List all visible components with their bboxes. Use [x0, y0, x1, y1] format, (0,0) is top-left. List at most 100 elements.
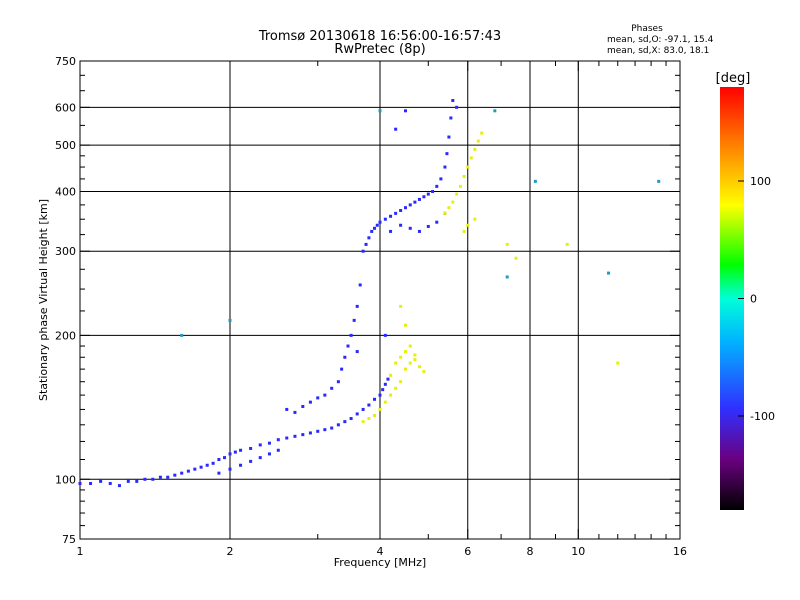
data-point-x [565, 242, 569, 246]
data-point-x [367, 417, 371, 421]
data-point-x [403, 323, 407, 327]
data-point-o [349, 417, 353, 421]
data-point-o [330, 426, 334, 430]
legend-line-o: mean, sd,O: -97.1, 15.4 [607, 35, 714, 45]
x-tick-labels: 1 2 4 6 8 10 16 [77, 545, 688, 558]
y-tick-label: 300 [55, 245, 76, 258]
data-point-o [394, 211, 398, 215]
data-point-o [233, 450, 237, 454]
data-point-o [383, 333, 387, 337]
data-point-o [417, 229, 421, 233]
data-point-o [352, 318, 356, 322]
data-point-x [462, 174, 466, 178]
data-point-o [408, 226, 412, 230]
data-point-o [308, 400, 312, 404]
data-point-o [403, 206, 407, 210]
data-point-x [399, 304, 403, 308]
data-point-x [473, 217, 477, 221]
data-point-o [223, 456, 227, 460]
data-point-o [343, 420, 347, 424]
data-point-o [455, 105, 459, 109]
data-point-o [267, 452, 271, 456]
data-point-x [462, 229, 466, 233]
data-point-o [349, 333, 353, 337]
colorbar-tick-label: 100 [750, 175, 771, 188]
data-point-x [417, 365, 421, 369]
data-point-x [447, 206, 451, 210]
data-point-o [358, 283, 362, 287]
data-point-o [364, 242, 368, 246]
data-point-o [89, 481, 93, 485]
data-point-o [431, 189, 435, 193]
axis-ticks [79, 60, 681, 539]
data-point-o [413, 200, 417, 204]
data-point-o [336, 423, 340, 427]
data-point-x [466, 223, 470, 227]
data-point-o [361, 249, 365, 253]
data-point-x [378, 407, 382, 411]
data-point-o [308, 431, 312, 435]
x-tick-label: 1 [77, 545, 84, 558]
data-point-x [469, 156, 473, 160]
data-point-x [455, 192, 459, 196]
data-point-o [355, 304, 359, 308]
data-point-o [426, 224, 430, 228]
data-point-o [346, 344, 350, 348]
data-point-o [158, 475, 162, 479]
data-point-o [239, 448, 243, 452]
data-point-o [389, 229, 393, 233]
data-point-o [389, 214, 393, 218]
y-tick-label: 750 [55, 55, 76, 68]
data-point-o [199, 465, 203, 469]
data-point-o [408, 203, 412, 207]
data-point-o [249, 446, 253, 450]
data-point-x [466, 165, 470, 169]
data-point-o [166, 475, 170, 479]
data-point-o [249, 459, 253, 463]
data-point-o [228, 452, 232, 456]
data-point-o [361, 407, 365, 411]
y-tick-label: 100 [55, 473, 76, 486]
data-point-o [186, 469, 190, 473]
data-point-o [355, 412, 359, 416]
data-point-o [378, 220, 382, 224]
data-point-o [399, 209, 403, 213]
x-tick-label: 4 [377, 545, 384, 558]
y-tick-label: 600 [55, 101, 76, 114]
data-point-o [323, 393, 327, 397]
grid-lines [80, 61, 680, 539]
data-point-o [383, 217, 387, 221]
data-point-o [340, 367, 344, 371]
y-axis-label: Stationary phase Virtual Height [km] [37, 199, 50, 401]
colorbar-label: [deg] [716, 71, 751, 86]
data-point-x [403, 350, 407, 354]
data-point-o [422, 195, 426, 199]
data-point-o [417, 197, 421, 201]
data-point-o [367, 236, 371, 240]
x-tick-label: 10 [571, 545, 585, 558]
y-tick-label: 200 [55, 329, 76, 342]
x-tick-label: 2 [227, 545, 234, 558]
data-point-o [117, 484, 121, 488]
colorbar-tick-label: -100 [750, 410, 775, 423]
data-point-x [616, 361, 620, 365]
data-point-x [443, 211, 447, 215]
data-point-other [533, 179, 537, 183]
data-point-o [394, 127, 398, 131]
data-point-x [476, 139, 480, 143]
data-point-other [657, 179, 661, 183]
data-point-o [451, 99, 455, 103]
data-point-x [373, 413, 377, 417]
data-point-x [458, 184, 462, 188]
data-point-o [126, 479, 130, 483]
data-point-o [258, 443, 262, 447]
data-point-o [151, 477, 155, 481]
data-point-o [293, 434, 297, 438]
data-point-o [205, 463, 209, 467]
data-point-o [381, 388, 385, 392]
colorbar-tick-label: 0 [750, 293, 757, 306]
data-point-x [394, 386, 398, 390]
data-point-o [375, 223, 379, 227]
data-point-o [386, 377, 390, 381]
